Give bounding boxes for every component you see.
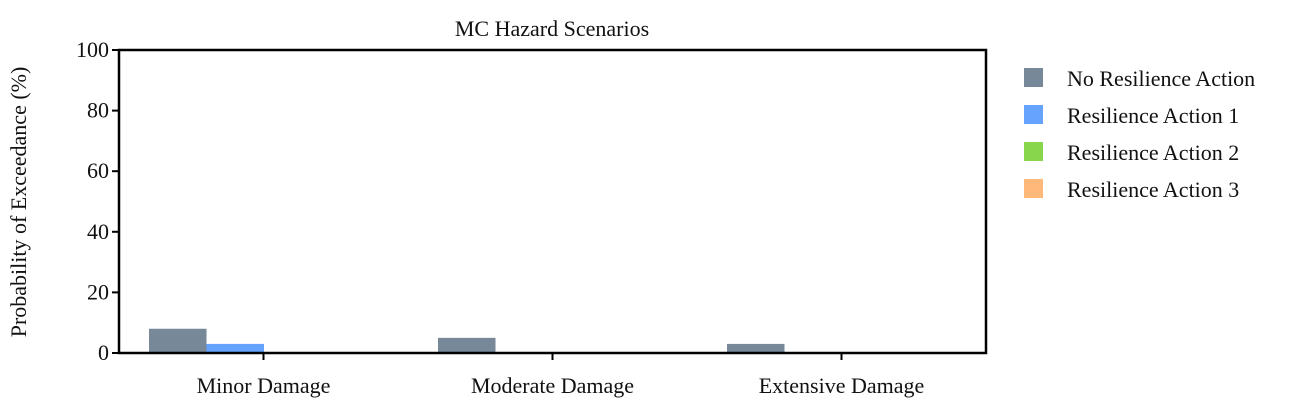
legend-label: Resilience Action 1: [1067, 103, 1239, 128]
legend-label: Resilience Action 2: [1067, 140, 1239, 165]
legend-swatch: [1024, 68, 1043, 87]
x-tick-label: Minor Damage: [197, 373, 331, 398]
y-tick-label: 40: [87, 219, 109, 244]
x-tick-label: Moderate Damage: [471, 373, 634, 398]
bar: [149, 328, 207, 353]
y-tick-label: 80: [87, 98, 109, 123]
y-tick-label: 100: [76, 37, 109, 62]
x-tick-label: Extensive Damage: [759, 373, 925, 398]
bar: [438, 337, 496, 353]
legend-label: No Resilience Action: [1067, 66, 1255, 91]
bar: [206, 343, 264, 353]
legend-swatch: [1024, 105, 1043, 124]
legend-swatch: [1024, 142, 1043, 161]
y-tick-label: 60: [87, 158, 109, 183]
y-axis-label: Probability of Exceedance (%): [6, 67, 31, 338]
y-tick-label: 20: [87, 279, 109, 304]
y-tick-label: 0: [98, 340, 109, 365]
plot-frame: [117, 48, 988, 355]
plot-area: 0 20 40 60 80 100 Minor Damage Moderate Damage E…: [76, 37, 924, 398]
legend-swatch: [1024, 179, 1043, 198]
legend-label: Resilience Action 3: [1067, 177, 1239, 202]
bar: [727, 343, 785, 353]
chart-title: MC Hazard Scenarios: [455, 16, 649, 41]
legend: No Resilience Action Resilience Action 1 R…: [1024, 66, 1255, 202]
